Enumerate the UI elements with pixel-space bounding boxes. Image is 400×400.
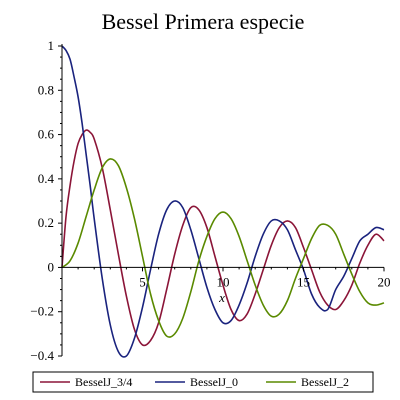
y-tick-label: 0.2 bbox=[38, 215, 54, 230]
plot-area bbox=[61, 45, 385, 358]
series-line-besselj-3-4 bbox=[61, 129, 385, 347]
y-tick-label: −0.2 bbox=[30, 304, 54, 319]
y-tick-label: 0 bbox=[48, 259, 55, 274]
y-tick-label: 1 bbox=[48, 38, 55, 53]
y-tick-label: 0.8 bbox=[38, 82, 54, 97]
x-tick-label: 15 bbox=[297, 274, 310, 289]
legend-label-besselj-2: BesselJ_2 bbox=[301, 375, 349, 389]
y-tick-label: 0.6 bbox=[38, 127, 55, 142]
series-line-besselj-0 bbox=[61, 45, 385, 358]
x-tick-label: 20 bbox=[378, 274, 391, 289]
legend-box bbox=[32, 371, 374, 393]
series-line-besselj-2 bbox=[61, 158, 385, 338]
chart-title: Bessel Primera especie bbox=[102, 9, 305, 34]
legend-label-besselj-3-4: BesselJ_3/4 bbox=[75, 375, 132, 389]
x-tick-label: 10 bbox=[217, 274, 230, 289]
ticks: −0.4−0.200.20.40.60.815 10 15 20 bbox=[30, 38, 390, 363]
legend: BesselJ_3/4 BesselJ_0 BesselJ_2 bbox=[32, 371, 374, 393]
y-tick-label: −0.4 bbox=[30, 348, 54, 363]
legend-label-besselj-0: BesselJ_0 bbox=[190, 375, 238, 389]
x-tick-label: 5 bbox=[139, 274, 146, 289]
y-tick-label: 0.4 bbox=[38, 171, 55, 186]
x-axis-label: x bbox=[218, 290, 225, 305]
